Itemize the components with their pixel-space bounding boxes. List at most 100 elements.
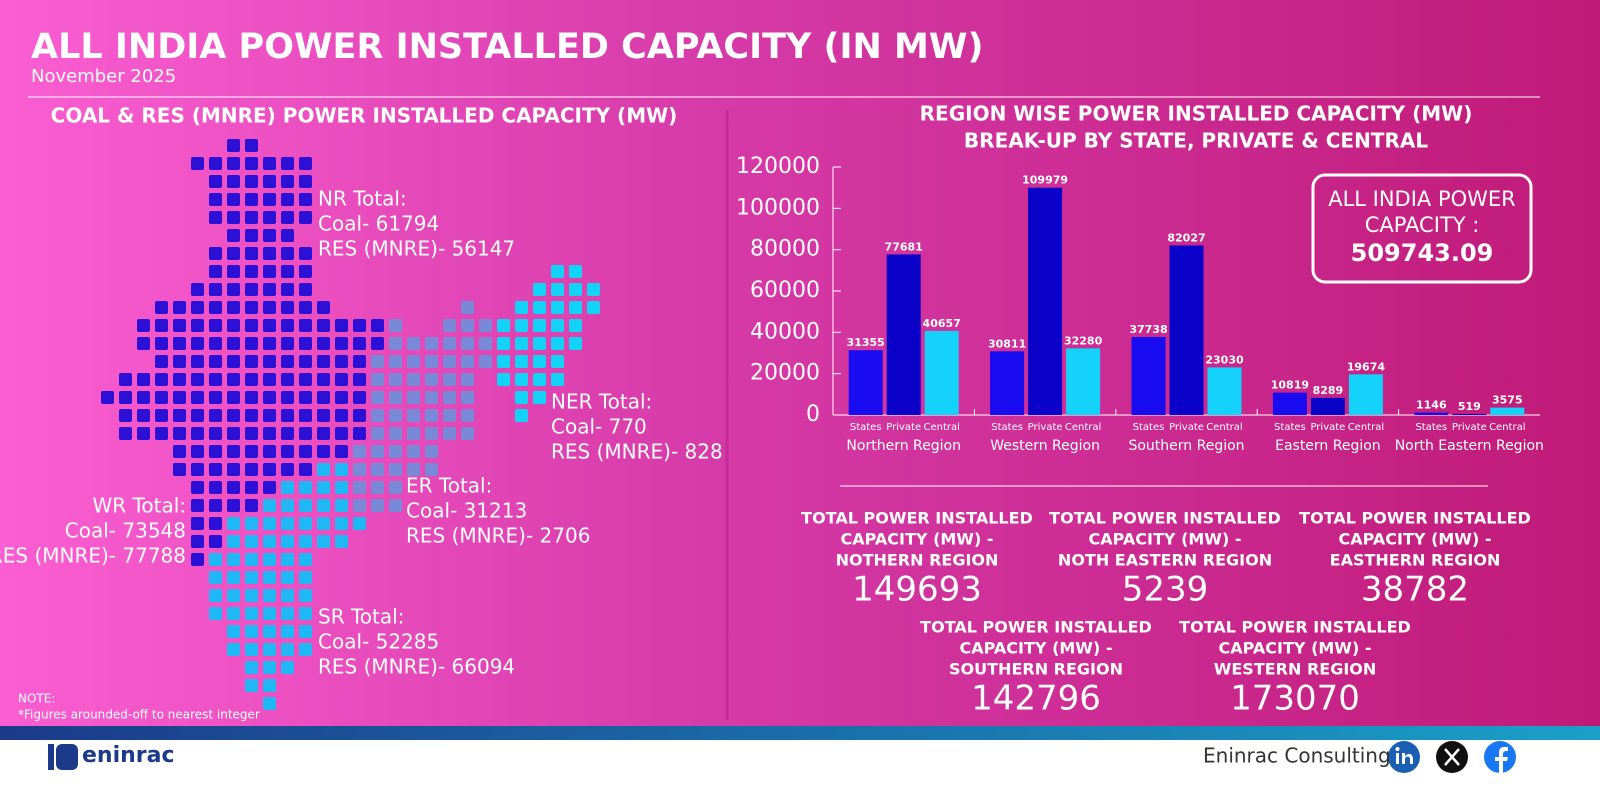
map-dot	[551, 319, 564, 332]
map-dot	[407, 409, 420, 422]
map-dot	[299, 499, 312, 512]
map-dot	[281, 427, 294, 440]
map-dot	[281, 193, 294, 206]
map-dot	[191, 445, 204, 458]
map-dot	[335, 355, 348, 368]
map-dot	[191, 319, 204, 332]
icon-part	[1405, 753, 1413, 764]
map-dot	[263, 409, 276, 422]
bar	[1207, 367, 1242, 415]
map-dot	[299, 391, 312, 404]
map-dot	[119, 427, 132, 440]
map-dot	[119, 373, 132, 386]
map-dot	[281, 589, 294, 602]
map-dot	[281, 625, 294, 638]
map-dot	[317, 373, 330, 386]
map-dot	[209, 211, 222, 224]
map-dot	[263, 373, 276, 386]
map-dot	[353, 409, 366, 422]
map-dot	[515, 355, 528, 368]
series-label: Central	[1489, 422, 1525, 433]
map-dot	[245, 499, 258, 512]
map-dot	[443, 373, 456, 386]
total-title: CAPACITY (MW) -	[841, 530, 994, 549]
map-dot	[281, 535, 294, 548]
map-dot	[137, 409, 150, 422]
map-dot	[569, 301, 582, 314]
map-dot	[281, 661, 294, 674]
map-dot	[335, 427, 348, 440]
map-dot	[353, 373, 366, 386]
map-dot	[317, 463, 330, 476]
map-dot	[191, 355, 204, 368]
logo-part	[56, 744, 78, 770]
map-dot	[227, 571, 240, 584]
map-dot	[263, 625, 276, 638]
map-dot	[533, 283, 546, 296]
map-dot	[155, 373, 168, 386]
map-dot	[317, 337, 330, 350]
map-dot	[137, 373, 150, 386]
map-dot	[281, 301, 294, 314]
map-dot	[407, 337, 420, 350]
icon-part	[1395, 747, 1400, 751]
map-dot	[299, 157, 312, 170]
map-dot	[317, 319, 330, 332]
map-dot	[353, 463, 366, 476]
map-dot	[281, 265, 294, 278]
map-dot	[227, 175, 240, 188]
map-dot	[209, 589, 222, 602]
map-dot	[101, 391, 114, 404]
map-dot	[461, 427, 474, 440]
map-dot	[443, 391, 456, 404]
map-dot	[497, 373, 510, 386]
map-dot	[497, 355, 510, 368]
y-tick-label: 20000	[750, 361, 820, 386]
map-dot	[299, 427, 312, 440]
map-dot	[245, 625, 258, 638]
series-label: Private	[1452, 422, 1487, 433]
map-dot	[389, 481, 402, 494]
total-title: TOTAL POWER INSTALLED	[1299, 509, 1531, 528]
footer	[0, 740, 1600, 800]
map-dot	[191, 157, 204, 170]
map-dot	[281, 319, 294, 332]
map-dot	[551, 355, 564, 368]
chart-title: REGION WISE POWER INSTALLED CAPACITY (MW…	[920, 102, 1473, 126]
map-dot	[263, 301, 276, 314]
region-coal: Coal- 31213	[406, 499, 527, 523]
map-dot	[299, 463, 312, 476]
map-dot	[407, 445, 420, 458]
map-dot	[191, 517, 204, 530]
series-label: Private	[1028, 422, 1063, 433]
map-dot	[461, 391, 474, 404]
data-label: 3575	[1492, 394, 1523, 407]
map-dot	[191, 283, 204, 296]
map-title: COAL & RES (MNRE) POWER INSTALLED CAPACI…	[51, 104, 678, 128]
map-dot	[371, 481, 384, 494]
map-dot	[371, 373, 384, 386]
map-dot	[119, 409, 132, 422]
map-dot	[335, 319, 348, 332]
map-dot	[353, 391, 366, 404]
data-label: 31355	[847, 336, 885, 349]
map-dot	[389, 445, 402, 458]
note-text: *Figures arounded-off to nearest integer	[18, 708, 260, 722]
map-dot	[371, 355, 384, 368]
map-dot	[227, 229, 240, 242]
map-dot	[245, 373, 258, 386]
map-dot	[155, 409, 168, 422]
map-dot	[371, 463, 384, 476]
map-dot	[191, 409, 204, 422]
total-value: 173070	[1230, 679, 1360, 719]
map-dot	[263, 499, 276, 512]
total-value: 5239	[1122, 570, 1209, 610]
map-dot	[281, 553, 294, 566]
map-dot	[389, 391, 402, 404]
map-dot	[263, 553, 276, 566]
map-dot	[227, 517, 240, 530]
map-dot	[245, 355, 258, 368]
map-dot	[209, 553, 222, 566]
map-dot	[281, 463, 294, 476]
map-dot	[263, 661, 276, 674]
